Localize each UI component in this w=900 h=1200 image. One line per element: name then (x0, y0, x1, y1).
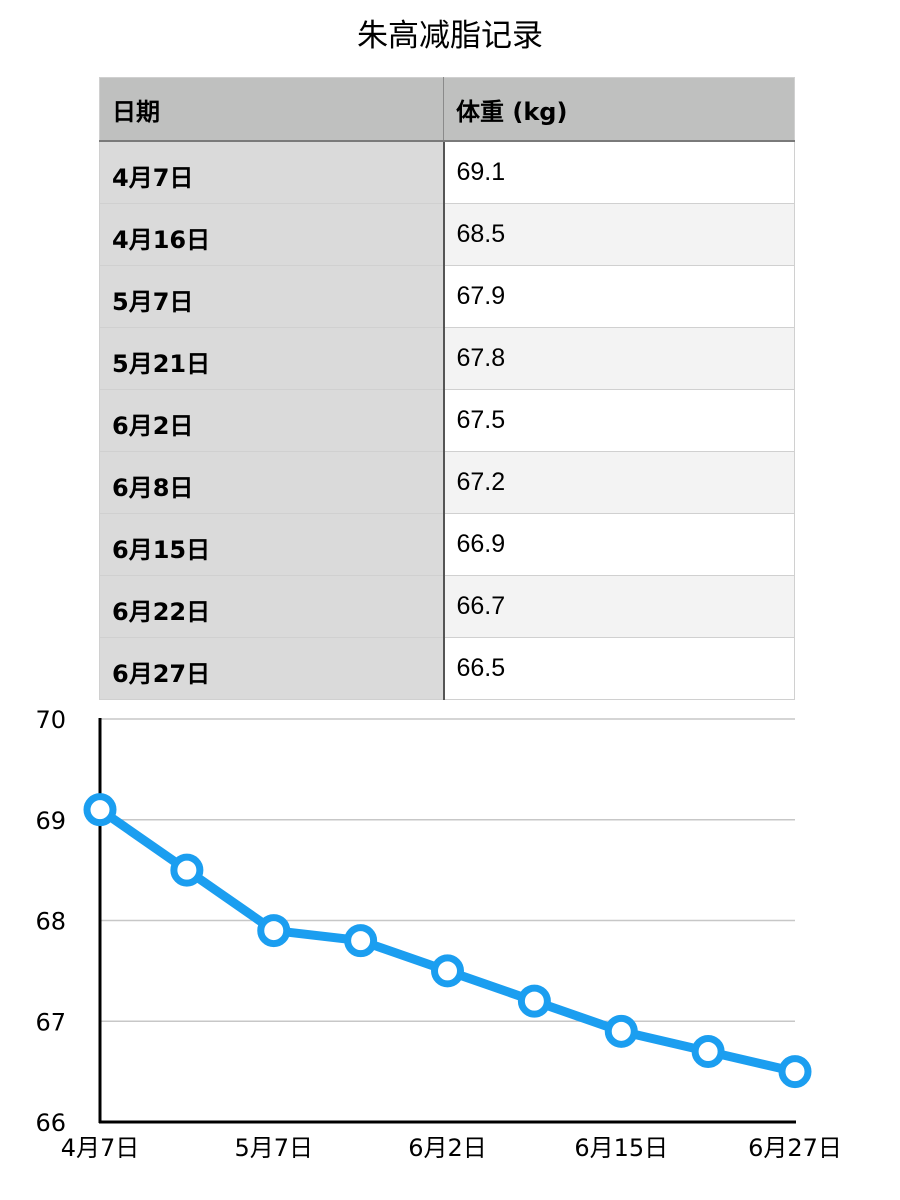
date-cell: 6月27日 (99, 637, 445, 700)
date-cell: 6月15日 (99, 513, 445, 576)
series-line (95, 805, 800, 1077)
x-tick-label: 6月27日 (748, 1134, 842, 1162)
y-tick-label: 67 (35, 1008, 66, 1036)
table-row: 5月7日 67.9 (99, 265, 795, 328)
weight-cell: 66.9 (443, 513, 795, 576)
table-row: 6月8日 67.2 (99, 451, 795, 514)
data-point (170, 853, 204, 887)
weight-cell: 66.5 (443, 637, 795, 700)
weight-table: 日期 体重 (kg) 4月7日 69.1 4月16日 68.5 5月7日 67.… (99, 77, 795, 700)
y-tick-label: 70 (35, 706, 66, 734)
table-row: 6月2日 67.5 (99, 389, 795, 452)
weight-cell: 67.9 (443, 265, 795, 328)
header-date: 日期 (99, 77, 444, 142)
x-tick-label: 5月7日 (234, 1134, 313, 1162)
table-row: 4月7日 69.1 (99, 140, 795, 204)
header-weight: 体重 (kg) (443, 77, 795, 142)
data-point (257, 914, 291, 948)
y-tick-label: 69 (35, 807, 66, 835)
weight-line-chart: 66 67 68 69 70 4月7日 5月7日 6月2日 6月15日 6月27日 (35, 706, 842, 1162)
data-point (604, 1014, 638, 1048)
y-tick-label: 66 (35, 1109, 66, 1137)
x-tick-label: 6月15日 (574, 1134, 668, 1162)
table-title: 朱高减脂记录 (357, 18, 543, 54)
table-header-row: 日期 体重 (kg) (99, 77, 795, 142)
table-row: 4月16日 68.5 (99, 203, 795, 266)
data-point (431, 954, 464, 988)
x-tick-label: 6月2日 (408, 1134, 487, 1162)
weight-cell: 68.5 (443, 203, 795, 266)
date-cell: 4月16日 (99, 203, 445, 266)
data-point (778, 1055, 812, 1089)
date-cell: 6月2日 (99, 389, 445, 452)
date-cell: 6月22日 (99, 575, 445, 638)
x-tick-label: 4月7日 (61, 1134, 140, 1162)
data-point (517, 984, 551, 1018)
date-cell: 5月7日 (99, 265, 445, 328)
weight-cell: 67.5 (443, 389, 795, 452)
data-point (344, 924, 378, 958)
date-cell: 6月8日 (99, 451, 445, 514)
date-cell: 5月21日 (99, 327, 445, 390)
table-row: 6月15日 66.9 (99, 513, 795, 576)
weight-cell: 66.7 (443, 575, 795, 638)
weight-cell: 67.2 (443, 451, 795, 514)
table-row: 5月21日 67.8 (99, 327, 795, 390)
table-row: 6月22日 66.7 (99, 575, 795, 638)
data-point (691, 1034, 725, 1068)
date-cell: 4月7日 (99, 140, 445, 204)
weight-cell: 67.8 (443, 327, 795, 390)
data-point (83, 793, 117, 827)
y-tick-label: 68 (35, 908, 66, 936)
weight-cell: 69.1 (443, 140, 795, 204)
table-row: 6月27日 66.5 (99, 637, 795, 700)
